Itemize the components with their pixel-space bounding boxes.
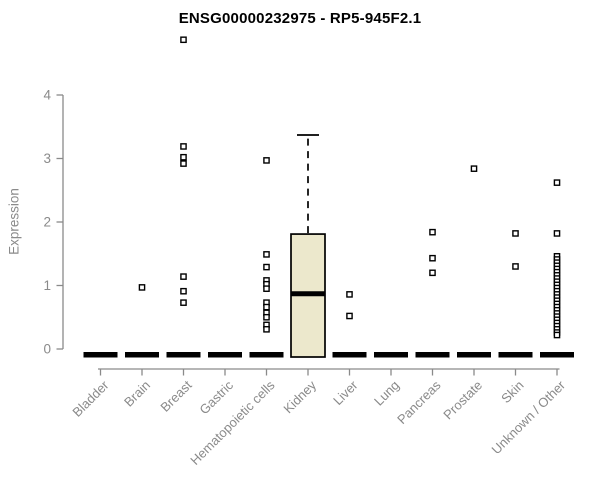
collapsed-box-unknown-other [540, 352, 574, 358]
chart-title: ENSG00000232975 - RP5-945F2.1 [178, 10, 422, 27]
x-tick-label: Pancreas [394, 377, 444, 427]
x-tick-label: Skin [498, 378, 526, 406]
collapsed-box-gastric [208, 352, 242, 358]
collapsed-box-skin [498, 352, 533, 358]
outlier-point [263, 263, 270, 271]
collapsed-box-lung [374, 352, 408, 358]
x-tick-label: Bladder [69, 377, 112, 420]
outlier-point [263, 303, 270, 311]
x-tick-label: Lung [371, 378, 402, 409]
outlier-point [553, 331, 561, 339]
y-tick-label: 4 [43, 88, 51, 103]
collapsed-box-hematopoietic-cells [249, 352, 284, 358]
outlier-point [138, 284, 146, 291]
y-tick-label: 0 [43, 342, 51, 357]
outlier-point [180, 143, 187, 150]
y-tick-label: 2 [43, 215, 51, 230]
collapsed-box-bladder [83, 352, 118, 358]
outlier-point [263, 285, 270, 292]
x-tick-label: Gastric [196, 377, 236, 417]
outlier-point [512, 230, 519, 237]
outlier-point [180, 299, 187, 306]
outlier-point [429, 254, 436, 262]
collapsed-box-brain [125, 352, 159, 358]
outlier-point [346, 312, 353, 320]
outlier-point [180, 153, 187, 161]
outlier-point [180, 160, 187, 167]
outlier-point [263, 326, 270, 333]
outlier-point [429, 269, 436, 277]
collapsed-box-pancreas [415, 352, 450, 358]
x-tick-label: Liver [330, 377, 361, 408]
outlier-point [263, 251, 270, 258]
outlier-point [180, 36, 187, 44]
collapsed-box-liver [332, 352, 367, 358]
y-tick-label: 3 [43, 151, 51, 166]
outlier-point [263, 157, 270, 164]
outlier-point [263, 313, 270, 321]
x-tick-label: Prostate [440, 378, 485, 423]
outlier-point [429, 228, 436, 236]
collapsed-box-prostate [457, 352, 491, 358]
outlier-point [180, 287, 187, 295]
x-tick-label: Kidney [280, 377, 319, 416]
y-tick-label: 1 [43, 278, 51, 293]
x-tick-label: Unknown / Other [489, 377, 569, 457]
x-tick-label: Breast [157, 377, 194, 414]
outlier-point [512, 263, 519, 270]
collapsed-box-breast [166, 352, 201, 358]
outlier-point [553, 230, 561, 237]
outlier-point [553, 179, 561, 186]
outlier-point [346, 291, 353, 298]
outlier-point [180, 273, 187, 280]
x-tick-label: Brain [121, 378, 153, 410]
outlier-point [470, 165, 478, 172]
